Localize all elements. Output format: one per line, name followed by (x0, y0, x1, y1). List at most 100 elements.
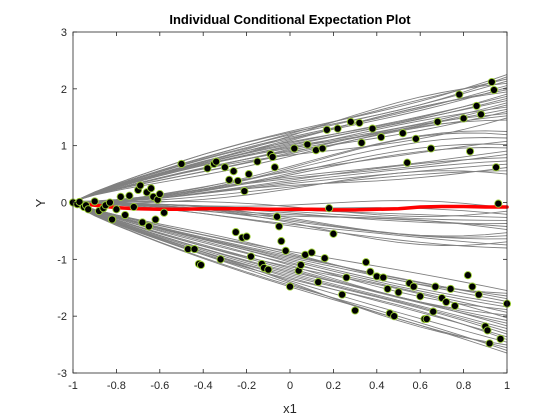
observation-point (355, 118, 364, 127)
observation-point (84, 205, 93, 214)
ice-curve (72, 106, 508, 202)
observation-point (253, 157, 262, 166)
observation-point (155, 189, 164, 199)
observation-point (231, 228, 240, 237)
observation-points (68, 77, 512, 348)
x-tick-label: 1 (504, 380, 510, 392)
observation-point (177, 159, 186, 168)
y-axis-label: Y (33, 198, 48, 207)
observation-point (492, 163, 501, 172)
ice-curve (72, 203, 508, 246)
ice-curve (72, 170, 508, 204)
observation-point (483, 326, 492, 335)
observation-point (225, 175, 234, 184)
observation-point (136, 181, 145, 190)
y-axis: -3 -2 -1 0 1 2 3 (57, 27, 507, 380)
observation-point (296, 260, 305, 270)
ice-curve (72, 201, 508, 217)
ice-curve (72, 117, 508, 202)
observation-point (403, 158, 412, 167)
observation-point (281, 246, 290, 255)
observation-point (144, 222, 153, 231)
y-tick-label: 3 (61, 27, 67, 39)
ice-curve (72, 202, 508, 227)
observation-point (494, 199, 503, 208)
observation-point (264, 265, 273, 274)
x-tick-label: -1 (68, 380, 78, 392)
average-line (71, 200, 509, 212)
ice-curve (72, 85, 508, 203)
x-tick-label: -0.6 (150, 380, 169, 392)
observation-point (314, 278, 323, 287)
observation-point (203, 164, 212, 173)
observation-point (275, 222, 284, 231)
observation-point (108, 215, 117, 224)
observation-point (459, 114, 468, 123)
observation-point (160, 208, 169, 217)
observation-point (446, 284, 455, 293)
observation-point (129, 202, 138, 212)
observation-point (383, 284, 392, 293)
observation-point (351, 306, 360, 315)
observation-point (75, 197, 84, 206)
ice-curve (72, 82, 508, 203)
observation-point (476, 110, 486, 119)
ice-curve (72, 78, 508, 203)
observation-point (116, 192, 125, 201)
observation-point (450, 301, 459, 310)
plot-area: -1 -0.8 -0.6 -0.4 -0.2 0 0.2 0.4 0.6 0.8 1 -3 -2 -1 0… (57, 27, 512, 392)
observation-point (466, 147, 475, 156)
observation-point (442, 297, 451, 307)
observation-point (268, 152, 277, 162)
ice-curve (72, 202, 508, 319)
y-tick-label: 0 (61, 198, 67, 210)
ice-curve (72, 157, 508, 204)
observation-point (346, 117, 355, 126)
observation-point (229, 167, 238, 176)
observation-point (487, 77, 496, 87)
ice-curve (72, 200, 508, 209)
x-tick-label: 0 (287, 380, 293, 392)
observation-point (212, 157, 221, 166)
ice-curve (72, 143, 508, 203)
observation-point (474, 290, 483, 299)
observation-point (196, 260, 206, 270)
ice-curve (72, 132, 508, 202)
x-tick-label: 0.2 (326, 380, 341, 392)
observation-point (220, 163, 229, 172)
observation-point (233, 176, 242, 185)
observation-point (422, 314, 431, 324)
observation-point (121, 210, 130, 220)
ice-curve (72, 203, 508, 346)
y-tick-label: -1 (57, 254, 67, 266)
observation-point (216, 255, 225, 264)
observation-point (244, 170, 253, 179)
observation-point (246, 252, 255, 261)
y-tick-label: -3 (57, 368, 67, 380)
observation-point (342, 273, 351, 282)
observation-point (329, 229, 338, 238)
observation-point (270, 163, 279, 172)
observation-point (272, 212, 282, 221)
observation-point (357, 138, 366, 147)
observation-point (377, 133, 386, 142)
observation-point (242, 232, 251, 241)
observation-point (307, 248, 316, 257)
observation-point (390, 312, 399, 321)
y-tick-label: 1 (61, 141, 67, 153)
observation-point (105, 198, 114, 207)
observation-point (285, 282, 295, 291)
observation-point (429, 307, 438, 316)
x-tick-label: -0.4 (194, 380, 213, 392)
x-tick-label: 0.6 (413, 380, 428, 392)
observation-point (333, 124, 342, 133)
observation-point (338, 290, 347, 299)
y-tick-label: -2 (57, 311, 67, 323)
observation-point (394, 288, 403, 297)
observation-point (489, 85, 499, 95)
ice-curve (72, 203, 508, 327)
observation-point (303, 140, 312, 149)
observation-point (277, 237, 286, 246)
x-tick-label: 0.8 (456, 380, 471, 392)
